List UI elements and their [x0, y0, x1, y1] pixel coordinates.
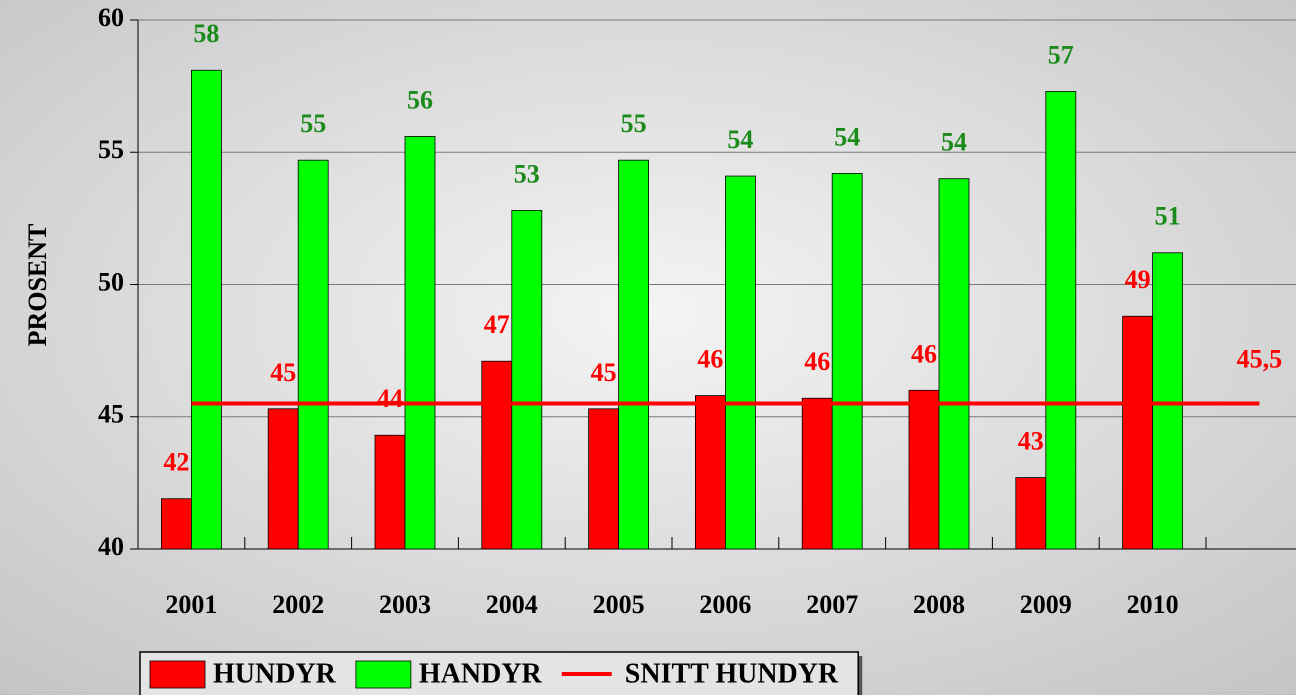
- bar: [267, 408, 299, 550]
- data-label: 44: [377, 384, 403, 413]
- y-tick-label: 55: [98, 135, 124, 164]
- x-tick-label: 2002: [272, 590, 324, 619]
- data-label: 55: [621, 109, 647, 138]
- y-tick-label: 50: [98, 267, 124, 296]
- bar: [618, 159, 649, 550]
- x-tick-label: 2003: [379, 590, 431, 619]
- data-label: 43: [1018, 427, 1044, 456]
- data-label: 54: [727, 125, 753, 154]
- legend-swatch: [355, 660, 412, 689]
- bar: [190, 69, 222, 550]
- x-tick-label: 2001: [165, 590, 217, 619]
- x-tick-label: 2006: [699, 590, 751, 619]
- data-label: 45: [270, 358, 296, 387]
- y-tick-label: 60: [98, 3, 124, 32]
- bar: [404, 135, 436, 550]
- x-tick-label: 2004: [486, 590, 538, 619]
- data-label: 46: [697, 345, 723, 374]
- bar: [1015, 477, 1047, 550]
- y-axis-label: PROSENT: [23, 224, 52, 347]
- bar: [297, 159, 329, 550]
- data-label: 49: [1125, 265, 1151, 294]
- data-label: 54: [834, 122, 860, 151]
- legend-label: SNITT HUNDYR: [625, 658, 839, 689]
- data-label: 46: [911, 339, 937, 368]
- data-label: 53: [514, 159, 540, 188]
- data-label: 54: [941, 128, 967, 157]
- bar: [831, 173, 863, 550]
- bar: [695, 395, 726, 550]
- data-label: 58: [193, 19, 219, 48]
- legend-label: HUNDYR: [213, 658, 337, 689]
- data-label: 45,5: [1237, 344, 1283, 373]
- bar: [725, 175, 756, 550]
- x-tick-label: 2010: [1127, 590, 1179, 619]
- x-tick-label: 2007: [806, 590, 858, 619]
- y-tick-label: 40: [98, 532, 124, 561]
- bar: [908, 389, 940, 550]
- data-label: 56: [407, 85, 433, 114]
- bar: [160, 498, 192, 550]
- data-label: 55: [300, 109, 326, 138]
- x-tick-label: 2008: [913, 590, 965, 619]
- bar: [1122, 315, 1153, 550]
- data-label: 47: [484, 310, 510, 339]
- bar: [374, 434, 406, 550]
- x-tick-label: 2005: [593, 590, 645, 619]
- bar: [1152, 252, 1183, 550]
- bar: [588, 408, 619, 550]
- data-label: 51: [1155, 202, 1181, 231]
- y-tick-label: 45: [98, 400, 124, 429]
- data-label: 42: [163, 448, 189, 477]
- bar: [938, 178, 970, 550]
- data-label: 45: [591, 358, 617, 387]
- legend: [139, 651, 859, 695]
- bar: [481, 360, 513, 550]
- x-tick-label: 2009: [1020, 590, 1072, 619]
- bar: [1045, 91, 1077, 550]
- bar: [511, 210, 543, 550]
- data-label: 57: [1048, 40, 1074, 69]
- legend-label: HANDYR: [419, 658, 543, 689]
- data-label: 46: [804, 347, 830, 376]
- legend-swatch: [149, 660, 206, 689]
- bar: [801, 397, 833, 550]
